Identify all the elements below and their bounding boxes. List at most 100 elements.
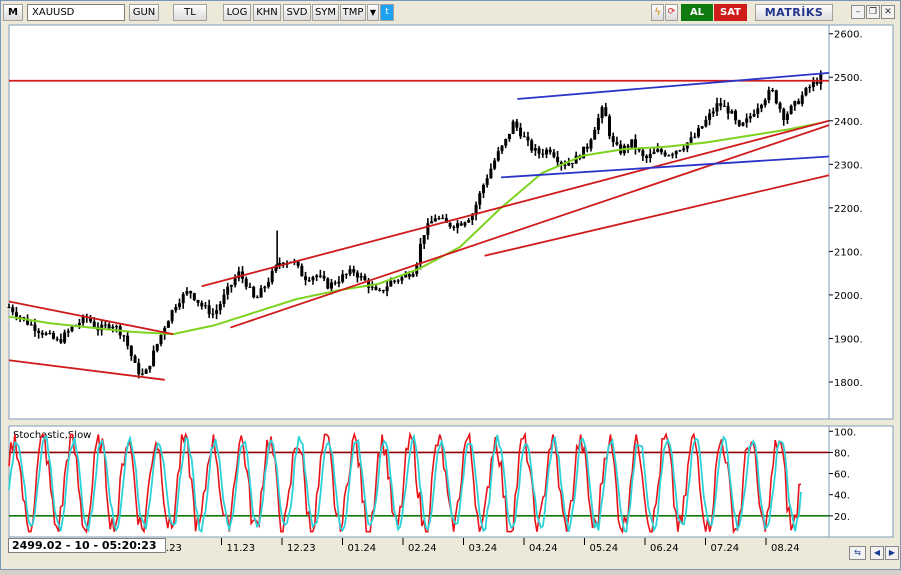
price-bar (189, 290, 193, 299)
price-bar (144, 368, 148, 374)
date-tick-label: 08.24 (771, 543, 800, 554)
price-bar (255, 295, 259, 299)
price-bar (452, 225, 456, 231)
price-bar (515, 118, 519, 132)
price-bar (715, 97, 719, 116)
price-bar (296, 261, 300, 269)
scroll-right-icon[interactable]: ▶ (885, 546, 899, 560)
price-bar (648, 148, 652, 163)
tmp-button[interactable]: TMP (340, 4, 366, 21)
autoscroll-icon[interactable]: ⇆ (849, 546, 866, 560)
moving-average-line (8, 121, 821, 336)
price-bar (522, 131, 526, 138)
price-bar (159, 334, 163, 347)
price-bar (696, 124, 700, 139)
price-bar (493, 157, 497, 171)
price-bar (178, 298, 182, 310)
price-bar (589, 138, 593, 152)
refresh-icon[interactable]: ⟳ (665, 4, 678, 21)
symbol-field[interactable]: XAUUSD (27, 4, 125, 21)
price-bar (485, 174, 489, 188)
price-bar (641, 146, 645, 162)
price-bar (40, 330, 44, 339)
price-bar (793, 100, 797, 111)
date-tick-label: 03.24 (469, 543, 498, 554)
price-bar (615, 136, 619, 146)
price-bar (526, 131, 530, 147)
red-trend-line (484, 174, 830, 257)
price-bar (344, 273, 348, 279)
price-bar (196, 299, 200, 307)
twitter-icon[interactable]: t (380, 4, 394, 21)
price-bar (722, 99, 726, 107)
price-bar (678, 149, 682, 152)
lightning-icon[interactable]: ϟ (651, 4, 664, 21)
price-bar (804, 86, 808, 97)
restore-icon[interactable]: ❐ (866, 5, 880, 19)
price-bar (563, 160, 567, 170)
price-bar (611, 132, 615, 147)
price-bar (689, 131, 693, 146)
price-bar (585, 143, 589, 153)
crosshair-readout: 2499.02 - 10 - 05:20:23 (8, 538, 166, 553)
price-tick-label: 2100. (834, 247, 863, 258)
price-tick-label: 1800. (834, 378, 863, 389)
price-bar (763, 98, 767, 108)
price-bar (278, 257, 282, 270)
price-bar (456, 220, 460, 234)
price-bar (478, 191, 482, 210)
price-bar (734, 109, 738, 125)
price-bar (226, 282, 230, 300)
price-bar (711, 107, 715, 117)
price-bar (797, 98, 801, 105)
price-bar (459, 221, 463, 226)
khn-button[interactable]: KHN (253, 4, 281, 21)
price-bar (741, 121, 745, 127)
price-bar (378, 287, 382, 292)
price-bar (174, 304, 178, 313)
blue-trend-line (500, 155, 830, 179)
price-bar (333, 280, 337, 286)
close-icon[interactable]: ✕ (881, 5, 895, 19)
period-gun-button[interactable]: GUN (129, 4, 159, 21)
stochastic-tick-label: 100. (834, 427, 856, 438)
price-bar (600, 105, 604, 124)
date-tick-label: 07.24 (711, 543, 740, 554)
readout-text: 2499.02 - 10 - 05:20:23 (12, 539, 157, 552)
date-tick-label: 04.24 (529, 543, 558, 554)
template-dropdown-button[interactable]: ▼ (367, 4, 379, 21)
log-button[interactable]: LOG (223, 4, 251, 21)
price-bar (481, 183, 485, 198)
chart-area: 1800. 1900. 2000. 2100. 2200. 2300. 2400. 2500.… (1, 23, 901, 571)
price-bar (800, 91, 804, 107)
sell-button[interactable]: SAT (714, 4, 747, 21)
price-bar (155, 343, 159, 353)
price-bar (604, 102, 608, 117)
svd-button[interactable]: SVD (283, 4, 311, 21)
price-bar (633, 134, 637, 155)
date-tick-label: 02.24 (408, 543, 437, 554)
minimize-icon[interactable]: – (851, 5, 865, 19)
price-bar (474, 201, 478, 221)
price-bar (252, 285, 256, 299)
scroll-left-icon[interactable]: ◀ (870, 546, 884, 560)
price-bar (785, 111, 789, 124)
price-bar (129, 345, 133, 361)
price-tick-label: 1900. (834, 334, 863, 345)
price-bar (63, 329, 67, 344)
price-bar (652, 148, 656, 155)
menu-button[interactable]: M (3, 4, 23, 21)
chart-canvas[interactable]: 1800. 1900. 2000. 2100. 2200. 2300. 2400. 2500.… (1, 23, 901, 571)
price-bar (552, 149, 556, 159)
price-bar (767, 86, 771, 104)
price-bar (11, 304, 15, 316)
price-bar (322, 270, 326, 282)
price-bar (511, 119, 515, 135)
sym-button[interactable]: SYM (312, 4, 339, 21)
date-tick-label: 01.24 (348, 543, 377, 554)
tl-button[interactable]: TL (173, 4, 207, 21)
price-bar (215, 304, 219, 320)
buy-button[interactable]: AL (681, 4, 713, 21)
price-bar (663, 150, 667, 158)
date-tick-label: 12.23 (287, 543, 316, 554)
